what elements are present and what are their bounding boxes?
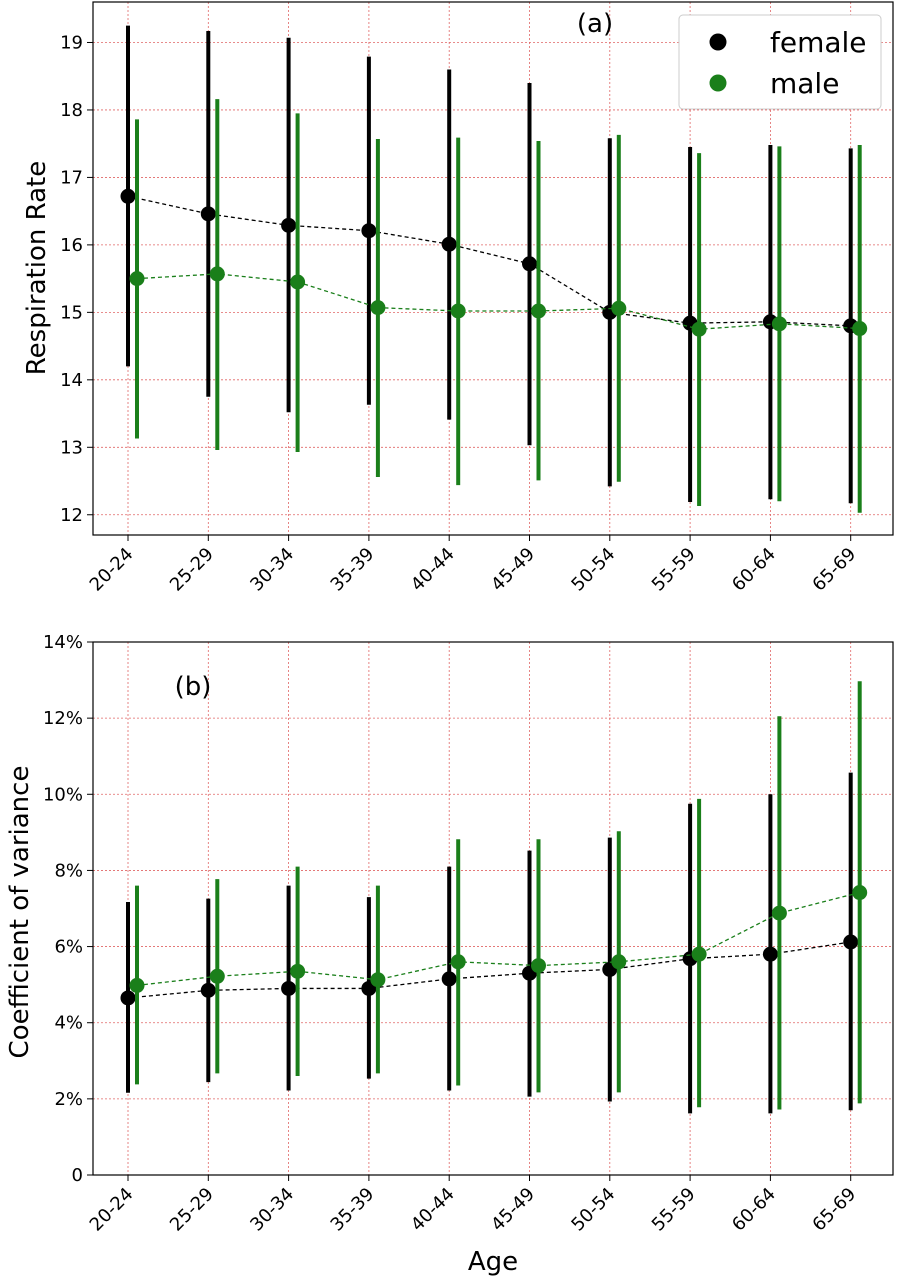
x-tick-label: 65-69 <box>808 1184 860 1236</box>
x-tick-label: 50-54 <box>567 544 619 596</box>
x-tick-label: 25-29 <box>166 544 218 596</box>
data-point <box>450 954 466 970</box>
x-axis-label: Age <box>468 1247 518 1277</box>
legend-label: male <box>770 67 839 100</box>
data-point <box>200 982 216 998</box>
y-tick-label: 12 <box>60 505 83 526</box>
y-tick-label: 16 <box>60 235 83 256</box>
y-tick-label: 10% <box>43 784 83 805</box>
data-point <box>611 300 627 316</box>
data-point <box>370 972 386 988</box>
panel-label: (b) <box>175 672 212 702</box>
x-tick-label: 20-24 <box>86 1184 138 1236</box>
x-tick-label: 60-64 <box>728 544 780 596</box>
x-tick-label: 35-39 <box>327 1184 379 1236</box>
series-male <box>129 99 868 513</box>
data-point <box>450 303 466 319</box>
series-male <box>129 681 868 1110</box>
data-point <box>531 958 546 974</box>
grid <box>93 641 893 1176</box>
x-tick-label: 30-34 <box>246 544 298 596</box>
data-point <box>762 946 778 962</box>
y-tick-label: 17 <box>60 167 83 188</box>
data-point <box>441 971 457 987</box>
y-axis-label: Coefficient of variance <box>5 766 35 1059</box>
data-point <box>129 271 145 287</box>
y-tick-label: 13 <box>60 437 83 458</box>
data-point <box>441 236 457 252</box>
data-point <box>281 217 297 233</box>
y-tick-label: 19 <box>60 32 83 53</box>
data-point <box>370 300 386 316</box>
legend-box <box>678 14 882 110</box>
x-tick-label: 40-44 <box>407 1184 459 1236</box>
data-point <box>200 206 216 222</box>
legend-marker <box>709 74 727 92</box>
series-female <box>120 25 859 504</box>
legend: female male <box>678 14 882 110</box>
y-tick-label: 0 <box>72 1165 83 1186</box>
data-point <box>522 256 537 272</box>
data-point <box>281 980 297 996</box>
y-axis-label: Respiration Rate <box>22 161 52 375</box>
x-tick-label: 35-39 <box>327 544 379 596</box>
x-tick-label: 50-54 <box>567 1184 619 1236</box>
x-tick-label: 45-49 <box>487 1184 539 1236</box>
data-point <box>611 954 627 970</box>
plot-frame <box>92 641 894 1176</box>
data-point <box>120 990 136 1006</box>
series-line <box>136 891 860 987</box>
y-tick-label: 2% <box>54 1089 83 1110</box>
data-point <box>120 188 136 204</box>
y-tick-label: 14 <box>60 370 83 391</box>
y-tick-label: 12% <box>43 708 83 729</box>
data-point <box>531 303 546 319</box>
data-point <box>209 968 225 984</box>
data-point <box>771 905 787 921</box>
x-tick-label: 45-49 <box>487 544 539 596</box>
plot-frame <box>92 1 894 536</box>
y-tick-label: 14% <box>43 632 83 653</box>
x-tick-label: 25-29 <box>166 1184 218 1236</box>
series-line <box>136 273 860 330</box>
y-tick-label: 18 <box>60 100 83 121</box>
data-point <box>129 977 145 993</box>
data-point <box>209 266 225 282</box>
panel-label: (a) <box>577 9 613 39</box>
x-tick-label: 55-59 <box>648 544 700 596</box>
series-line <box>127 941 851 999</box>
legend-label: female <box>770 26 867 59</box>
data-point <box>290 274 306 290</box>
series-line <box>127 195 851 327</box>
y-tick-label: 15 <box>60 302 83 323</box>
x-tick-label: 60-64 <box>728 1184 780 1236</box>
x-tick-label: 40-44 <box>407 544 459 596</box>
y-tick-label: 8% <box>54 860 83 881</box>
y-tick-label: 4% <box>54 1013 83 1034</box>
panel-b: 0 2% 4% 6% 8% 10% 12% 14% 20-24 25-29 30-34 35-39 40… <box>5 632 894 1277</box>
data-point <box>691 321 707 337</box>
data-point <box>771 316 787 332</box>
y-tick-label: 6% <box>54 937 83 958</box>
data-point <box>852 321 868 337</box>
data-point <box>361 223 377 239</box>
x-tick-label: 30-34 <box>246 1184 298 1236</box>
x-tick-label: 55-59 <box>648 1184 700 1236</box>
legend-marker <box>709 33 727 51</box>
data-point <box>843 934 859 950</box>
data-point <box>852 885 868 901</box>
data-point <box>290 963 306 979</box>
data-point <box>691 946 707 962</box>
series-female <box>120 772 859 1114</box>
panel-a: 12 13 14 15 16 17 18 19 20-24 25-29 30-34 35-39 40-4… <box>22 1 894 596</box>
x-tick-label: 20-24 <box>86 544 138 596</box>
x-tick-label: 65-69 <box>808 544 860 596</box>
